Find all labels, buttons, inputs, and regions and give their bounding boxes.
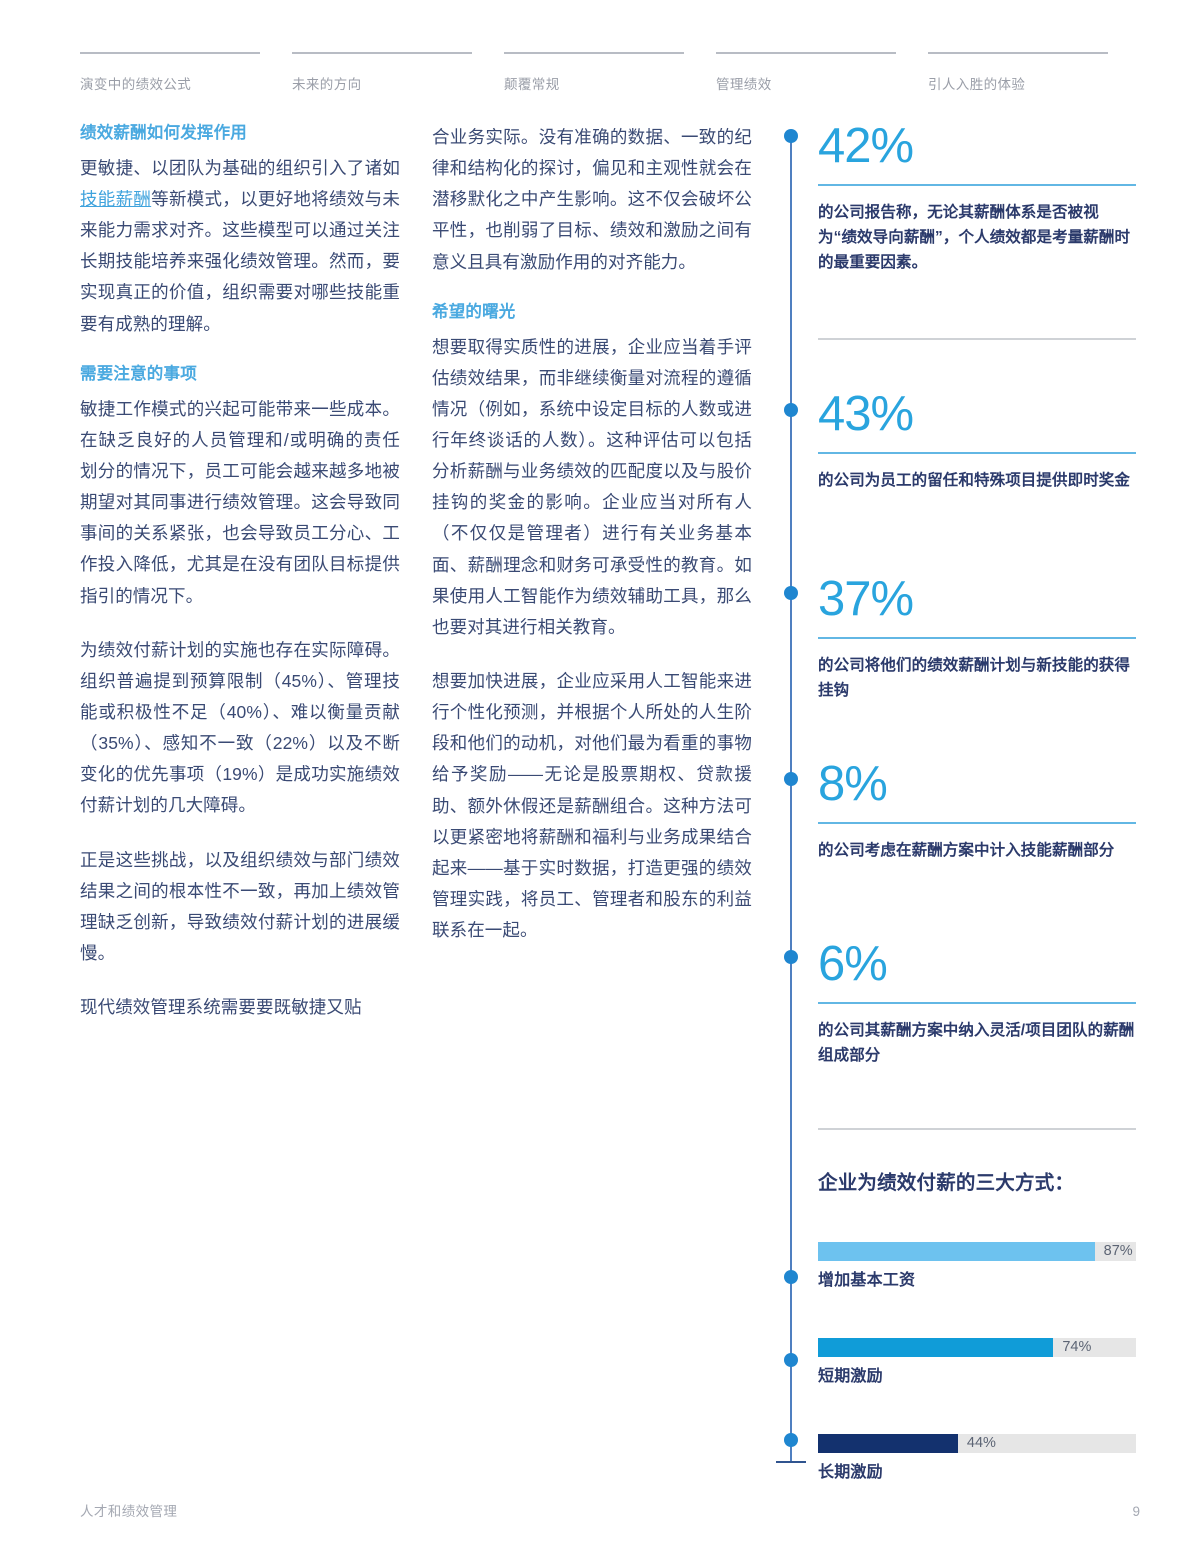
nav-item-4[interactable]: 引人入胜的体验 <box>928 52 1140 93</box>
nav-item-3[interactable]: 管理绩效 <box>716 52 928 93</box>
bar-track: 44% <box>818 1434 1136 1454</box>
stat-description: 的公司将他们的绩效薪酬计划与新技能的获得挂钩 <box>818 656 1131 699</box>
stat-description: 的公司考虑在薪酬方案中计入技能薪酬部分 <box>818 841 1115 859</box>
statistics-rail: 42% 的公司报告称，无论其薪酬体系是否被视为“绩效导向薪酬”，个人绩效都是考量… <box>776 122 1140 1481</box>
stat-description: 的公司为员工的留任和特殊项目提供即时奖金 <box>818 471 1131 489</box>
stat-card-3: 8% 的公司考虑在薪酬方案中计入技能薪酬部分 <box>818 760 1136 863</box>
stat-card-2: 37% 的公司将他们的绩效薪酬计划与新技能的获得挂钩 <box>818 575 1136 703</box>
paragraph-text-before-link: 更敏捷、以团队为基础的组织引入了诸如 <box>80 157 400 178</box>
timeline-dot-stat-2 <box>784 586 798 600</box>
nav-item-label: 引人入胜的体验 <box>928 77 1026 92</box>
middle-text-column: 合业务实际。没有准确的数据、一致的纪律和结构化的探讨，偏见和主观性就会在潜移默化… <box>432 122 752 969</box>
paragraph-slow-progress: 正是这些挑战，以及组织绩效与部门绩效结果之间的根本性不一致，再加上绩效管理缺乏创… <box>80 849 400 963</box>
bar-track: 87% <box>818 1242 1136 1262</box>
timeline-axis-line <box>790 136 792 1463</box>
stat-underline <box>818 1002 1136 1004</box>
paragraph-modern-system: 现代绩效管理系统需要要既敏捷又贴 <box>80 997 362 1018</box>
bar-category-label: 增加基本工资 <box>818 1272 916 1290</box>
nav-rule <box>928 52 1108 54</box>
stat-value: 6% <box>818 937 888 991</box>
timeline-dot-bar-2 <box>784 1433 798 1447</box>
nav-rule <box>716 52 896 54</box>
bar-row-2: 44% 长期激励 <box>818 1434 1136 1482</box>
stat-description: 的公司报告称，无论其薪酬体系是否被视为“绩效导向薪酬”，个人绩效都是考量薪酬时的… <box>818 203 1131 271</box>
skills-based-pay-link[interactable]: 技能薪酬 <box>80 189 152 210</box>
rail-separator-0 <box>818 338 1136 340</box>
paragraph-how-pay-works: 更敏捷、以团队为基础的组织引入了诸如技能薪酬等新模式，以更好地将绩效与未来能力需… <box>80 153 400 340</box>
bar-value-label: 44% <box>966 1435 996 1452</box>
paragraph-business-reality: 合业务实际。没有准确的数据、一致的纪律和结构化的探讨，偏见和主观性就会在潜移默化… <box>432 127 752 272</box>
timeline-dot-stat-3 <box>784 772 798 786</box>
timeline-dot-stat-0 <box>784 129 798 143</box>
section-heading-watch-outs: 需要注意的事项 <box>80 364 197 383</box>
stat-underline <box>818 184 1136 186</box>
bar-fill <box>818 1242 1095 1262</box>
section-nav: 演变中的绩效公式 未来的方向 颠覆常规 管理绩效 引人入胜的体验 <box>80 52 1140 93</box>
paragraph-watch-outs: 敏捷工作模式的兴起可能带来一些成本。在缺乏良好的人员管理和/或明确的责任划分的情… <box>80 398 400 606</box>
paragraph-barriers: 为绩效付薪计划的实施也存在实际障碍。组织普遍提到预算限制（45%）、管理技能或积… <box>80 639 400 816</box>
section-heading-glimmer-of-hope: 希望的曙光 <box>432 302 516 321</box>
timeline-dot-bar-1 <box>784 1353 798 1367</box>
three-ways-bar-chart: 企业为绩效付薪的三大方式： 87% 增加基本工资 74% 短期激励 44% 长期… <box>818 1168 1136 1482</box>
stat-description: 的公司其薪酬方案中纳入灵活/项目团队的薪酬组成部分 <box>818 1021 1135 1064</box>
stat-underline <box>818 637 1136 639</box>
footer-document-title: 人才和绩效管理 <box>80 1504 178 1519</box>
nav-item-label: 管理绩效 <box>716 77 772 92</box>
nav-rule <box>504 52 684 54</box>
nav-item-label: 未来的方向 <box>292 77 362 92</box>
left-text-column: 绩效薪酬如何发挥作用 更敏捷、以团队为基础的组织引入了诸如技能薪酬等新模式，以更… <box>80 122 400 1046</box>
stat-card-0: 42% 的公司报告称，无论其薪酬体系是否被视为“绩效导向薪酬”，个人绩效都是考量… <box>818 122 1136 275</box>
paragraph-assess-outcomes: 想要取得实质性的进展，企业应当着手评估绩效结果，而非继续衡量对流程的遵循情况（例… <box>432 336 752 637</box>
paragraph-ai-personalization: 想要加快进展，企业应采用人工智能来进行个性化预测，并根据个人所处的人生阶段和他们… <box>432 671 752 941</box>
bar-row-1: 74% 短期激励 <box>818 1338 1136 1386</box>
timeline-dot-stat-4 <box>784 950 798 964</box>
nav-item-label: 颠覆常规 <box>504 77 560 92</box>
timeline-dot-bar-0 <box>784 1270 798 1284</box>
chart-title: 企业为绩效付薪的三大方式： <box>818 1172 1075 1194</box>
bar-category-label: 长期激励 <box>818 1464 883 1482</box>
timeline-axis-end-cap <box>776 1461 806 1463</box>
nav-item-2[interactable]: 颠覆常规 <box>504 52 716 93</box>
section-heading-how-pay-works: 绩效薪酬如何发挥作用 <box>80 124 247 142</box>
nav-rule <box>292 52 472 54</box>
stat-value: 42% <box>818 119 914 173</box>
stat-underline <box>818 452 1136 454</box>
bar-category-label: 短期激励 <box>818 1368 883 1386</box>
footer-page-number: 9 <box>1132 1504 1140 1519</box>
bar-row-0: 87% 增加基本工资 <box>818 1242 1136 1290</box>
stat-underline <box>818 822 1136 824</box>
page-footer: 人才和绩效管理 9 <box>80 1500 1140 1520</box>
bar-fill <box>818 1338 1054 1358</box>
rail-separator-1 <box>818 1128 1136 1130</box>
timeline-dot-stat-1 <box>784 403 798 417</box>
nav-item-label: 演变中的绩效公式 <box>80 77 192 92</box>
nav-item-0[interactable]: 演变中的绩效公式 <box>80 52 292 93</box>
nav-item-1[interactable]: 未来的方向 <box>292 52 504 93</box>
stat-value: 37% <box>818 572 914 626</box>
stat-card-1: 43% 的公司为员工的留任和特殊项目提供即时奖金 <box>818 390 1136 493</box>
stat-card-4: 6% 的公司其薪酬方案中纳入灵活/项目团队的薪酬组成部分 <box>818 940 1136 1068</box>
stat-value: 8% <box>818 757 888 811</box>
nav-rule <box>80 52 260 54</box>
bar-value-label: 74% <box>1062 1339 1092 1356</box>
bar-track: 74% <box>818 1338 1136 1358</box>
bar-fill <box>818 1434 958 1454</box>
stat-value: 43% <box>818 387 914 441</box>
bar-value-label: 87% <box>1103 1243 1133 1260</box>
paragraph-text-after-link: 等新模式，以更好地将绩效与未来能力需求对齐。这些模型可以通过关注长期技能培养来强… <box>80 189 400 334</box>
